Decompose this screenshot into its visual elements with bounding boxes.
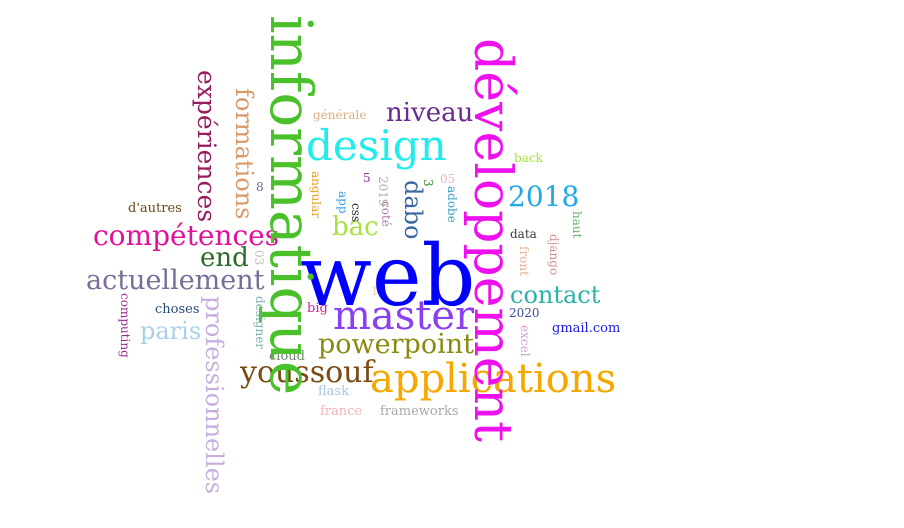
word-design: design [306,121,447,170]
word-dautres: d'autres [128,201,182,216]
word-actuellement: actuellement [86,265,265,296]
word-front: front [517,246,531,276]
word-youssouf: youssouf [240,355,374,390]
word-cote: coté [379,201,393,227]
word-app: app [336,191,350,214]
word-professionnelles: professionnelles [200,296,228,495]
word-3: 3 [421,179,435,187]
word-03: 03 [252,250,266,266]
word-master: master [333,293,475,339]
word-haut: haut [570,211,584,239]
word-contact: contact [510,281,601,309]
word-back: back [514,151,543,165]
word-formations: formations [230,88,258,220]
word-end: end [200,243,249,273]
word-1: 1 [371,284,379,298]
word-web: web [300,227,476,325]
word-adobe: adobe [445,186,459,223]
word-powerpoint: powerpoint [318,329,474,360]
word-dabo: dabo [399,180,427,240]
word-bac: bac [332,212,379,242]
word-2018: 2018 [508,180,580,213]
word-cloud: cloud [269,349,305,364]
word-niveau: niveau [386,98,474,128]
word-computing: computing [118,293,132,358]
word-choses: choses [155,302,200,317]
word-applications: applications [370,356,617,402]
word-experiences: expériences [192,70,221,223]
word-2020: 2020 [509,306,540,320]
word-8: 8 [256,180,264,194]
word-generale: générale [313,108,367,122]
word-developpement: développement [462,38,522,442]
word-competences: compétences [93,219,280,252]
word-paris: paris [140,317,202,345]
word-big: big [307,301,328,316]
word-gmail: gmail.com [552,321,621,336]
word-france: france [320,404,363,419]
word-data: data [510,227,537,241]
word-flask: flask [318,384,349,399]
word-05: 05 [440,172,456,186]
word-excel: excel [518,325,532,357]
word-django: django [547,234,561,276]
word-css: css [349,203,363,223]
word-5: 5 [363,171,371,185]
word-frameworks: frameworks [380,404,459,419]
word-designer: designer [253,296,267,350]
word-angular: angular [309,171,323,219]
